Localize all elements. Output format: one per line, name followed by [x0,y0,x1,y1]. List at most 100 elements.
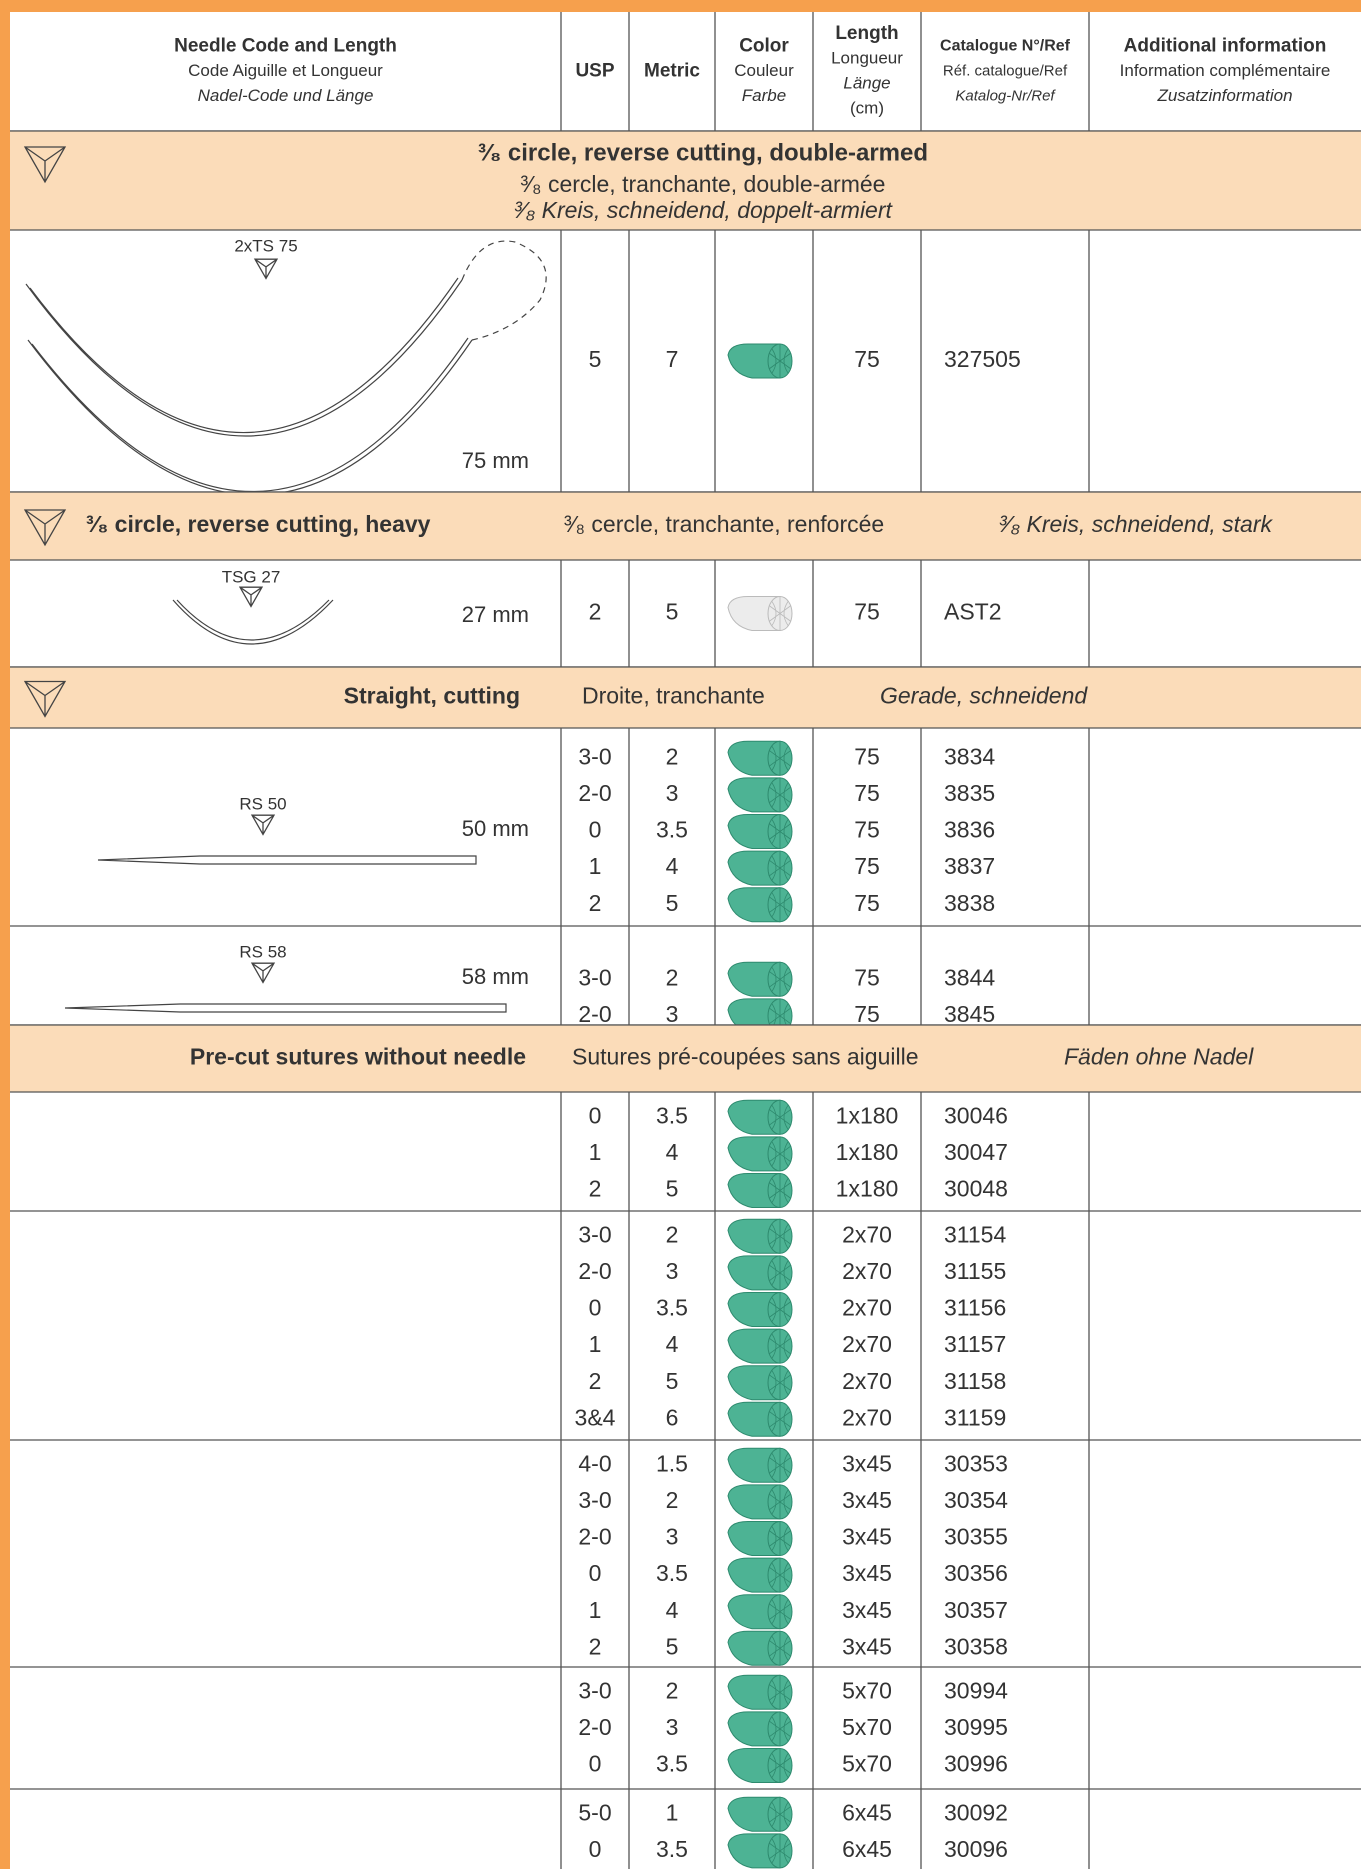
usp: 0 [589,1560,602,1586]
catalogue-ref: 30048 [944,1176,1008,1202]
straight-needle [97,855,477,865]
usp: 4-0 [578,1450,611,1476]
thread-strands [768,1631,792,1666]
catalogue-ref: 31156 [944,1295,1006,1321]
thread-strands [768,814,792,849]
thread-color-icon [727,596,793,631]
metric: 5 [666,1368,679,1394]
section-title-en: ³⁄₈ circle, reverse cutting, heavy [86,511,431,537]
thread-color-icon [727,777,793,813]
thread-color-icon [727,1173,793,1208]
length-cm: 75 [854,346,880,372]
usp: 2-0 [578,1524,611,1550]
top-bar [0,0,1361,12]
header-de: Zusatzinformation [1156,86,1292,105]
header-en: Metric [644,61,700,82]
metric: 3.5 [656,1102,688,1128]
length-cm: 2x70 [842,1295,892,1321]
header-de: Länge [843,73,890,92]
catalogue-ref: 3844 [944,964,995,990]
catalogue-ref: 3834 [944,743,995,769]
length-cm: 3x45 [842,1633,892,1659]
section-band [10,1025,1361,1092]
thread-strands [768,887,792,922]
catalogue-ref: 30354 [944,1487,1008,1513]
header-fr: Réf. catalogue/Ref [943,62,1068,79]
section-title-de: ³⁄₈ Kreis, schneidend, stark [999,511,1273,537]
thread-color-icon [727,1401,793,1437]
header-fr: Couleur [734,61,794,80]
metric: 2 [666,964,679,990]
needle-length: 50 mm [462,816,529,841]
metric: 3.5 [656,817,688,843]
length-cm: 75 [854,890,880,916]
catalogue-ref: 31158 [944,1368,1006,1394]
straight-needle [64,1003,507,1013]
length-cm: 3x45 [842,1487,892,1513]
metric: 3 [666,780,679,806]
thread-color-icon [727,850,793,886]
catalogue-ref: 30995 [944,1714,1008,1740]
header-en: USP [575,61,614,82]
section-title-en: ³⁄₈ circle, reverse cutting, double-arme… [478,139,928,166]
usp: 0 [589,1836,602,1862]
thread-color-icon [727,1557,793,1593]
length-cm: 1x180 [836,1139,899,1165]
icon-outline [238,586,264,608]
length-cm: 1x180 [836,1176,899,1202]
metric: 4 [666,1139,679,1165]
header-unit: (cm) [850,98,884,117]
header-fr: Code Aiguille et Longueur [188,61,383,80]
length-cm: 1x180 [836,1102,899,1128]
thread-strands [768,851,792,886]
length-cm: 75 [854,853,880,879]
thread-strands [768,1292,792,1327]
usp: 3-0 [578,1221,611,1247]
metric: 5 [666,1176,679,1202]
thread-strands [768,1594,792,1629]
icon-outline [23,146,67,184]
metric: 1 [666,1799,679,1825]
length-cm: 5x70 [842,1714,892,1740]
section-title-de: ³⁄₈ Kreis, schneidend, doppelt-armiert [514,197,893,223]
usp: 2-0 [578,780,611,806]
header-en: Color [739,36,789,57]
length-cm: 2x70 [842,1221,892,1247]
catalogue-ref: 30994 [944,1677,1008,1703]
section-title-de: Gerade, schneidend [880,683,1088,709]
thread-color-icon [727,343,793,379]
metric: 2 [666,1487,679,1513]
metric: 3 [666,1524,679,1550]
header-en: Length [835,23,898,44]
needle-code: RS 58 [239,942,286,961]
needle-length: 58 mm [462,964,529,989]
usp: 3-0 [578,743,611,769]
thread-strands [768,1675,792,1710]
thread-strands [768,1448,792,1483]
catalogue-ref: 31157 [944,1331,1006,1357]
thread-color-icon [727,814,793,849]
thread-strands [768,777,792,812]
thread-strands [768,1711,792,1746]
thread-color-icon [727,1674,793,1710]
usp: 3-0 [578,964,611,990]
header-fr: Information complémentaire [1120,61,1331,80]
catalogue-ref: 31154 [944,1221,1006,1247]
thread-color-icon [727,1833,793,1869]
thread-color-icon [727,1218,793,1254]
header-de: Farbe [742,86,786,105]
thread-color-icon [727,1328,793,1364]
thread-color-icon [727,1521,793,1556]
catalogue-ref: 30353 [944,1450,1008,1476]
thread-color-icon [727,887,793,923]
section-band [10,667,1361,728]
thread-strands [768,1255,792,1290]
metric: 3.5 [656,1560,688,1586]
needle-type-icon [250,814,276,836]
needle-length: 75 mm [462,448,529,473]
metric: 6 [666,1404,679,1430]
thread-color-icon [727,1711,793,1747]
needle-arc [172,599,334,645]
thread-strands [768,1173,792,1208]
length-cm: 75 [854,964,880,990]
